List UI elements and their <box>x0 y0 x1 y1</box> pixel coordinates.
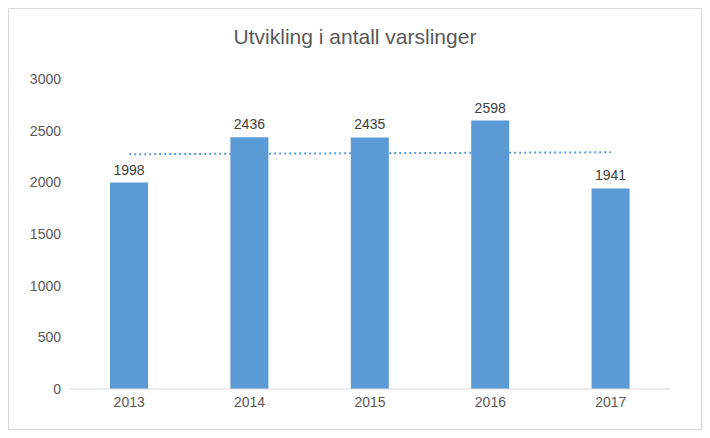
html-text:Utvikling i antall varslinger: Utvikling i antall varslinger <box>233 25 477 48</box>
svg-text:1000: 1000 <box>30 278 61 294</box>
svg-text:0: 0 <box>53 381 61 397</box>
svg-text:2015: 2015 <box>354 394 385 410</box>
svg-text:2014: 2014 <box>234 394 265 410</box>
svg-text:3000: 3000 <box>30 71 61 87</box>
svg-text:500: 500 <box>38 329 62 345</box>
svg-text:1941: 1941 <box>595 167 626 183</box>
svg-text:2598: 2598 <box>475 100 506 116</box>
svg-text:1500: 1500 <box>30 226 61 242</box>
svg-text:2013: 2013 <box>114 394 145 410</box>
svg-text:2435: 2435 <box>354 116 385 132</box>
svg-text:2017: 2017 <box>595 394 626 410</box>
svg-text:2436: 2436 <box>234 116 265 132</box>
svg-text:1998: 1998 <box>113 162 144 178</box>
svg-text:2000: 2000 <box>30 174 61 190</box>
svg-text:2016: 2016 <box>475 394 506 410</box>
svg-text:2500: 2500 <box>30 123 61 139</box>
